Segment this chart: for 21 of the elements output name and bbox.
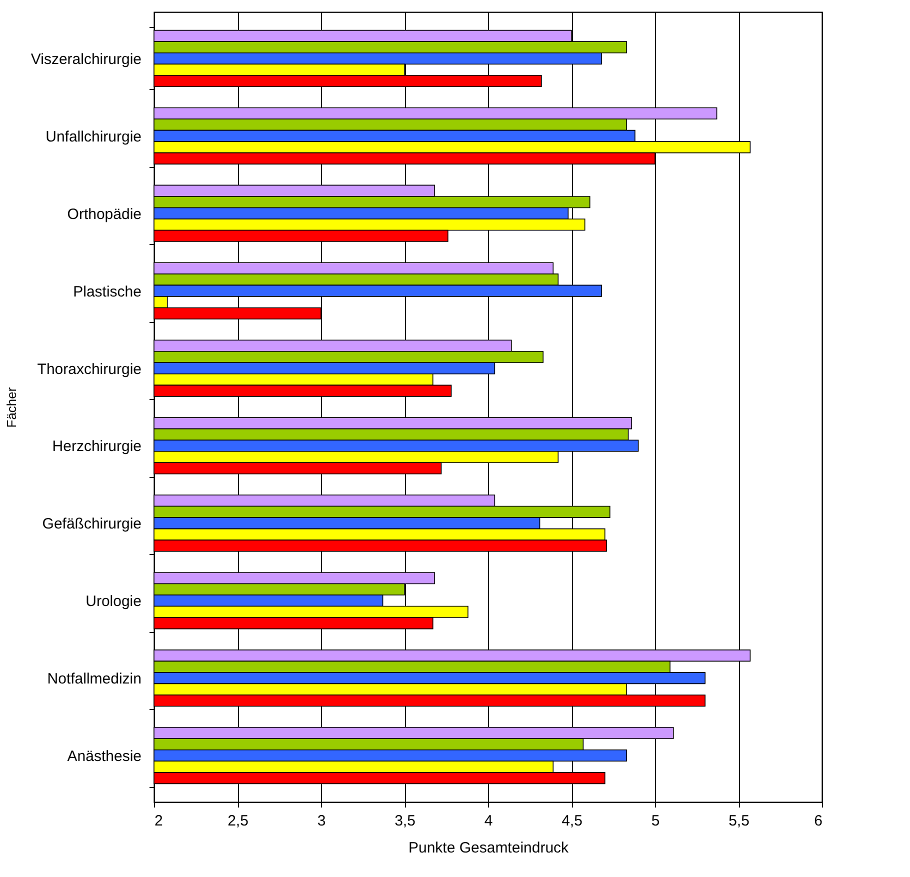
y-tick-label: Gefäßchirurgie [42,516,142,533]
y-tick-label: Plastische [73,283,142,300]
x-tick-label: 5 [651,812,660,830]
x-tick-label: 3 [317,812,326,830]
x-tick-label: 3,5 [394,812,416,830]
y-axis-title: Fächer [4,386,19,428]
y-tick-label: Unfallchirurgie [46,128,142,146]
y-tick-label: Orthopädie [67,206,142,223]
x-tick-label: 5,5 [728,812,750,830]
x-tick-label: 2,5 [228,812,248,830]
y-tick-label: Urologie [86,593,142,610]
y-tick-label: Thoraxchirurgie [37,360,142,378]
x-tick-label: 4,5 [562,812,582,830]
y-tick-label: Notfallmedizin [47,670,142,688]
y-tick-label: Anästhesie [67,748,142,766]
y-tick-label: Viszeralchirurgie [30,50,142,68]
x-axis-title: Punkte Gesamteindruck [408,840,570,856]
x-tick-label: 2 [154,812,163,830]
x-tick-label: 4 [484,812,493,830]
x-tick-label: 6 [814,812,822,830]
y-tick-label: Herzchirurgie [52,438,142,456]
